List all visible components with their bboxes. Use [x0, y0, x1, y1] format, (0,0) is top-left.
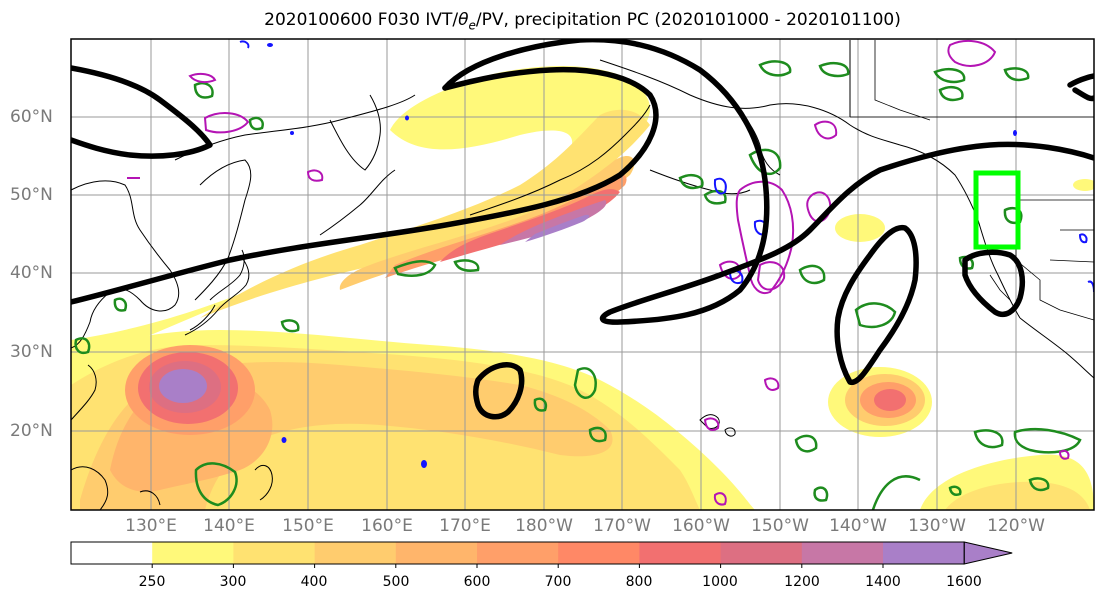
- colorbar-frame: [70, 541, 965, 565]
- colorbar-segment: [477, 542, 559, 564]
- colorbar-tick-600: 600: [463, 574, 491, 590]
- colorbar-tick-1600: 1600: [946, 574, 982, 590]
- lon-label-150w: 150°W: [751, 516, 809, 536]
- lon-label-150e: 150°E: [282, 516, 334, 536]
- figure-title: 2020100600 F030 IVT/θe/PV, precipitation…: [0, 10, 1105, 32]
- colorbar: [70, 541, 1013, 568]
- ivt-shading-subtropical-band: [71, 330, 755, 510]
- map-frame: [70, 38, 1095, 511]
- colorbar-tick-1200: 1200: [784, 574, 820, 590]
- colorbar-tick-1400: 1400: [865, 574, 901, 590]
- blue-dots: [267, 43, 1017, 468]
- colorbar-tick-1000: 1000: [702, 574, 738, 590]
- colorbar-segment: [883, 542, 965, 564]
- lon-label-130w: 130°W: [908, 516, 966, 536]
- colorbar-segment: [233, 542, 316, 564]
- lon-label-180w: 180°W: [515, 516, 573, 536]
- colorbar-tick-500: 500: [382, 574, 410, 590]
- lon-label-160e: 160°E: [361, 516, 413, 536]
- colorbar-segment: [395, 542, 478, 564]
- lon-label-140w: 140°W: [829, 516, 887, 536]
- colorbar-tick-300: 300: [219, 574, 247, 590]
- theta-e-contours: [127, 39, 1070, 506]
- lon-label-170e: 170°E: [439, 516, 491, 536]
- colorbar-segment: [558, 542, 640, 564]
- colorbar-tick-400: 400: [300, 574, 328, 590]
- ivt-contours-black: [71, 39, 1094, 420]
- lat-label-60n: 60°N: [10, 107, 53, 127]
- pv-contours: [74, 60, 1082, 510]
- lon-label-140e: 140°E: [203, 516, 255, 536]
- political-borders: [850, 40, 1094, 321]
- theta-symbol: θ: [458, 10, 469, 30]
- colorbar-segment: [71, 542, 153, 564]
- colorbar-extend-arrow: [963, 541, 1013, 565]
- lon-label-130e: 130°E: [125, 516, 177, 536]
- title-part-2: /PV, precipitation PC (2020101000 - 2020…: [475, 10, 901, 30]
- lat-label-30n: 30°N: [10, 342, 53, 362]
- lon-label-120w: 120°W: [987, 516, 1045, 536]
- map-content: [71, 39, 1094, 510]
- colorbar-tick-700: 700: [544, 574, 572, 590]
- colorbar-segment: [639, 542, 722, 564]
- lat-label-40n: 40°N: [10, 263, 53, 283]
- colorbar-segment: [801, 542, 884, 564]
- colorbar-segment: [314, 542, 397, 564]
- ivt-shading-atmospheric-river: [71, 65, 650, 365]
- colorbar-tick-800: 800: [625, 574, 653, 590]
- colorbar-segment: [720, 542, 803, 564]
- lat-label-50n: 50°N: [10, 185, 53, 205]
- colorbar-tick-250: 250: [138, 574, 166, 590]
- title-part-1: 2020100600 F030 IVT/: [264, 10, 459, 30]
- theta-subscript: e: [468, 18, 476, 33]
- lat-label-20n: 20°N: [10, 421, 53, 441]
- highlight-box: [973, 170, 1021, 250]
- colorbar-segment: [152, 542, 234, 564]
- lon-label-160w: 160°W: [672, 516, 730, 536]
- lon-label-170w: 170°W: [593, 516, 651, 536]
